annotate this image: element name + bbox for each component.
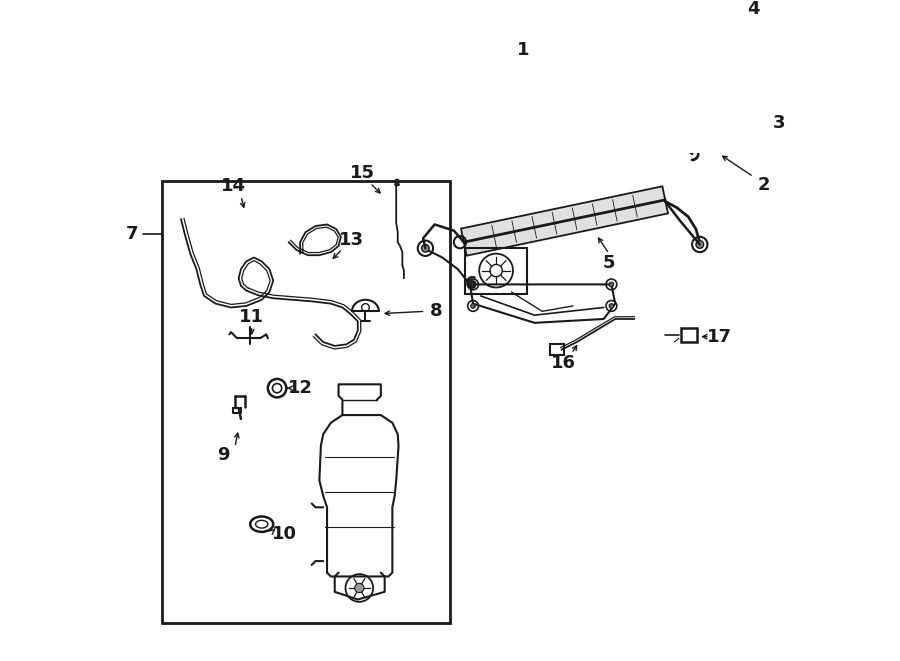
Circle shape	[471, 303, 475, 308]
Text: 14: 14	[220, 177, 246, 195]
Circle shape	[609, 282, 614, 287]
Text: 11: 11	[239, 307, 265, 326]
Text: 2: 2	[757, 176, 770, 194]
Circle shape	[609, 303, 614, 308]
Text: 3: 3	[773, 114, 785, 132]
Circle shape	[471, 282, 475, 287]
Text: 5: 5	[603, 254, 616, 272]
Text: 15: 15	[350, 164, 375, 182]
Bar	[680, 329, 698, 342]
Text: 13: 13	[339, 231, 365, 249]
Bar	[465, 247, 526, 293]
Polygon shape	[461, 186, 668, 256]
Text: 12: 12	[288, 379, 313, 397]
Text: 9: 9	[217, 446, 230, 464]
Circle shape	[696, 241, 704, 249]
Text: 7: 7	[126, 225, 138, 243]
Text: 1: 1	[517, 41, 529, 59]
Text: 16: 16	[551, 354, 576, 371]
Circle shape	[421, 245, 429, 252]
Text: 17: 17	[706, 328, 732, 346]
Bar	[550, 344, 563, 355]
Bar	[162, 180, 450, 623]
Text: 4: 4	[747, 0, 760, 19]
Text: 10: 10	[273, 525, 297, 543]
Circle shape	[355, 584, 364, 593]
Bar	[395, 179, 398, 185]
Text: 8: 8	[430, 302, 443, 321]
Text: 6: 6	[465, 276, 478, 293]
